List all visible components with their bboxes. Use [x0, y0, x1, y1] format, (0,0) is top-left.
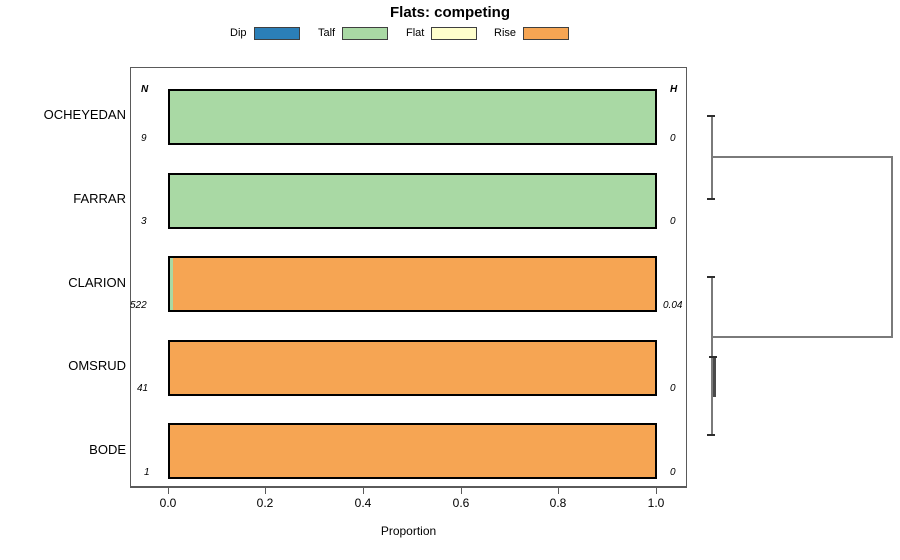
stacked-bar-farrar[interactable]: [168, 173, 657, 229]
x-tick-label-2: 0.4: [354, 496, 372, 510]
h-value-ocheyedan: 0: [670, 133, 676, 144]
legend-swatch-dip: [253, 26, 300, 40]
table-row: [131, 423, 686, 479]
dendrogram-leaf-bode: [707, 434, 715, 436]
bar-segment-talf: [170, 258, 173, 310]
category-label-farrar: FARRAR: [73, 191, 126, 206]
bars-layer: [131, 68, 686, 486]
x-tick-1: [265, 487, 266, 494]
n-value-ocheyedan: 9: [141, 133, 147, 144]
legend-item-dip[interactable]: Dip: [230, 24, 300, 42]
dendrogram-branch-lower-stem: [711, 336, 893, 338]
x-axis-line: [130, 487, 687, 488]
x-tick-label-5: 1.0: [647, 496, 665, 510]
legend-label-dip: Dip: [230, 27, 247, 39]
h-value-clarion: 0.04: [663, 300, 683, 311]
h-column-header: H: [670, 84, 678, 95]
x-tick-label-4: 0.8: [549, 496, 567, 510]
h-value-farrar: 0: [670, 216, 676, 227]
n-value-clarion: 522: [130, 300, 147, 311]
category-label-omsrud: OMSRUD: [68, 358, 126, 373]
legend: Dip Talf Flat Rise: [0, 24, 900, 42]
legend-item-flat[interactable]: Flat: [406, 24, 478, 42]
n-value-farrar: 3: [141, 216, 147, 227]
dendrogram: [687, 60, 900, 490]
legend-label-rise: Rise: [494, 27, 517, 39]
legend-item-talf[interactable]: Talf: [318, 24, 389, 42]
category-label-ocheyedan: OCHEYEDAN: [43, 107, 126, 122]
dendrogram-branch-inner-vertical: [713, 356, 716, 397]
legend-swatch-flat: [431, 26, 478, 40]
x-tick-4: [558, 487, 559, 494]
legend-label-talf: Talf: [318, 27, 336, 39]
table-row: [131, 256, 686, 312]
dendrogram-root-vertical: [891, 156, 893, 338]
x-tick-label-1: 0.2: [256, 496, 274, 510]
bar-segment-rise: [170, 425, 655, 477]
stacked-bar-bode[interactable]: [168, 423, 657, 479]
category-label-clarion: CLARION: [68, 275, 126, 290]
x-tick-5: [656, 487, 657, 494]
dendrogram-leaf-clarion: [707, 276, 715, 278]
n-column-header: N: [141, 84, 149, 95]
x-tick-label-0: 0.0: [159, 496, 177, 510]
n-value-omsrud: 41: [137, 383, 149, 394]
x-tick-2: [363, 487, 364, 494]
chart-title: Flats: competing: [389, 4, 510, 21]
x-tick-label-3: 0.6: [452, 496, 470, 510]
bar-segment-talf: [170, 175, 655, 227]
h-value-bode: 0: [670, 467, 676, 478]
bar-segment-rise: [170, 342, 655, 394]
bar-segment-rise: [172, 258, 655, 310]
dendrogram-leaf-ocheyedan: [707, 115, 715, 117]
table-row: [131, 89, 686, 145]
h-value-omsrud: 0: [670, 383, 676, 394]
n-column: N 9 3 522 41 1: [130, 68, 171, 486]
category-label-bode: BODE: [89, 442, 126, 457]
bar-segment-talf: [170, 91, 655, 143]
legend-swatch-rise: [523, 26, 570, 40]
stacked-bar-omsrud[interactable]: [168, 340, 657, 396]
x-tick-3: [461, 487, 462, 494]
n-value-bode: 1: [144, 467, 150, 478]
x-tick-0: [168, 487, 169, 494]
x-axis-title: Proportion: [380, 524, 437, 538]
h-column: H 0 0 0.04 0 0: [660, 68, 700, 486]
stacked-bar-ocheyedan[interactable]: [168, 89, 657, 145]
category-axis-labels: OCHEYEDAN FARRAR CLARION OMSRUD BODE: [0, 67, 126, 487]
dendrogram-leaf-omsrud: [709, 356, 717, 358]
stacked-bar-clarion[interactable]: [168, 256, 657, 312]
table-row: [131, 340, 686, 396]
dendrogram-leaf-farrar: [707, 198, 715, 200]
table-row: [131, 173, 686, 229]
legend-swatch-talf: [342, 26, 389, 40]
legend-item-rise[interactable]: Rise: [494, 24, 570, 42]
legend-label-flat: Flat: [406, 27, 425, 39]
dendrogram-branch-upper-stem: [711, 156, 893, 158]
